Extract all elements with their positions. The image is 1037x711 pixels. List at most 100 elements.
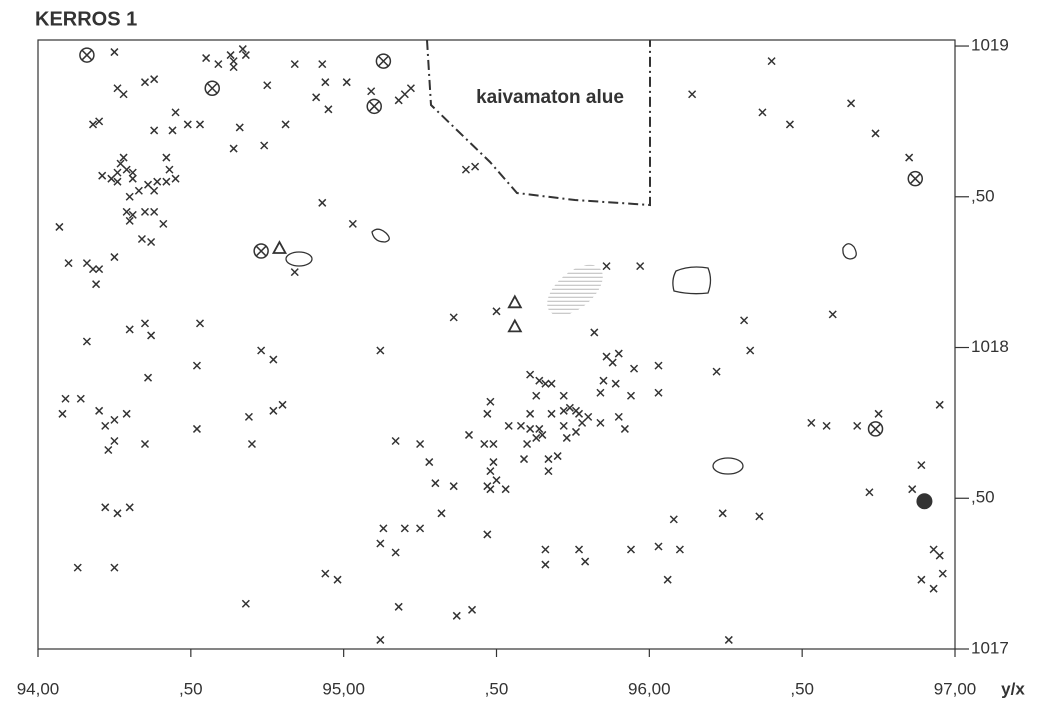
cross [81, 49, 93, 61]
find-point [391, 548, 400, 557]
cross [394, 602, 403, 611]
cross [101, 421, 110, 430]
cross [241, 51, 250, 60]
cross [159, 219, 168, 228]
cross [376, 635, 385, 644]
find-point [379, 524, 388, 533]
find-point [348, 219, 357, 228]
find-point [865, 488, 874, 497]
cross [935, 400, 944, 409]
ring [867, 421, 884, 437]
cross [321, 569, 330, 578]
find-point [342, 78, 351, 87]
find-point [247, 439, 256, 449]
x-tick-label: ,50 [179, 679, 203, 698]
find-point [113, 509, 122, 518]
cross [192, 424, 201, 433]
cross [590, 328, 599, 337]
find-point [122, 207, 131, 216]
find-point [312, 93, 321, 102]
cross [516, 421, 525, 430]
find-point [128, 168, 137, 177]
cross [416, 439, 425, 449]
cross [608, 358, 617, 367]
cross [125, 192, 134, 201]
find-point [746, 346, 755, 355]
find-point [559, 421, 568, 430]
cross [140, 439, 150, 449]
find-point [162, 177, 171, 186]
ring [375, 53, 392, 69]
cross [144, 180, 153, 189]
find-point [321, 569, 330, 578]
cross [535, 424, 544, 433]
ring [204, 80, 220, 96]
cross [449, 482, 458, 491]
cross [73, 563, 82, 572]
find-point [140, 207, 150, 216]
cross [416, 524, 425, 533]
cross [620, 424, 629, 433]
cross [489, 439, 498, 449]
stone-outline [285, 251, 313, 267]
cross [229, 57, 238, 66]
cross [578, 418, 587, 427]
find-point [134, 186, 143, 195]
x-tick-label: 97,00 [934, 679, 977, 698]
cross [822, 421, 831, 430]
x-tick-label: 94,00 [17, 679, 60, 698]
cross [229, 144, 238, 153]
find-point [867, 421, 884, 437]
find-point [935, 400, 944, 409]
cross [853, 421, 862, 430]
cross [125, 503, 134, 512]
find-point [110, 253, 119, 262]
cross [755, 512, 764, 521]
find-point [214, 60, 223, 69]
find-point [241, 599, 250, 608]
find-point [119, 153, 128, 162]
cross [596, 388, 605, 397]
find-point [559, 406, 568, 415]
cross [150, 207, 159, 216]
cross [541, 545, 550, 554]
find-point [523, 439, 532, 449]
cross [122, 409, 131, 418]
find-point [535, 424, 544, 433]
cross [260, 141, 269, 150]
find-point [195, 120, 205, 129]
cross [571, 427, 581, 436]
cross [348, 219, 357, 228]
find-point [171, 108, 180, 117]
find-point [183, 120, 192, 129]
ring [907, 170, 924, 187]
find-point [614, 349, 623, 358]
find-point [122, 409, 131, 418]
find-point [101, 503, 110, 512]
cross [144, 373, 153, 382]
cross [871, 129, 880, 138]
find-point [935, 551, 944, 560]
ring [253, 243, 269, 259]
cross [758, 108, 767, 117]
cross [168, 126, 177, 135]
find-point [874, 409, 883, 418]
find-point [907, 170, 924, 187]
cross [202, 54, 211, 63]
cross [263, 81, 272, 90]
find-point [73, 563, 82, 572]
cross [718, 509, 727, 518]
find-point [468, 605, 477, 614]
cross [165, 165, 174, 174]
cross [195, 319, 205, 328]
y-tick-label: 1018 [971, 337, 1009, 356]
find-point [767, 57, 776, 66]
cross [128, 210, 137, 219]
cross [82, 259, 91, 268]
stone-outline [842, 243, 857, 260]
cross [376, 539, 385, 548]
find-point [321, 78, 330, 87]
cross [599, 376, 608, 385]
find-point [538, 430, 547, 439]
y-tick-label: ,50 [971, 186, 995, 205]
